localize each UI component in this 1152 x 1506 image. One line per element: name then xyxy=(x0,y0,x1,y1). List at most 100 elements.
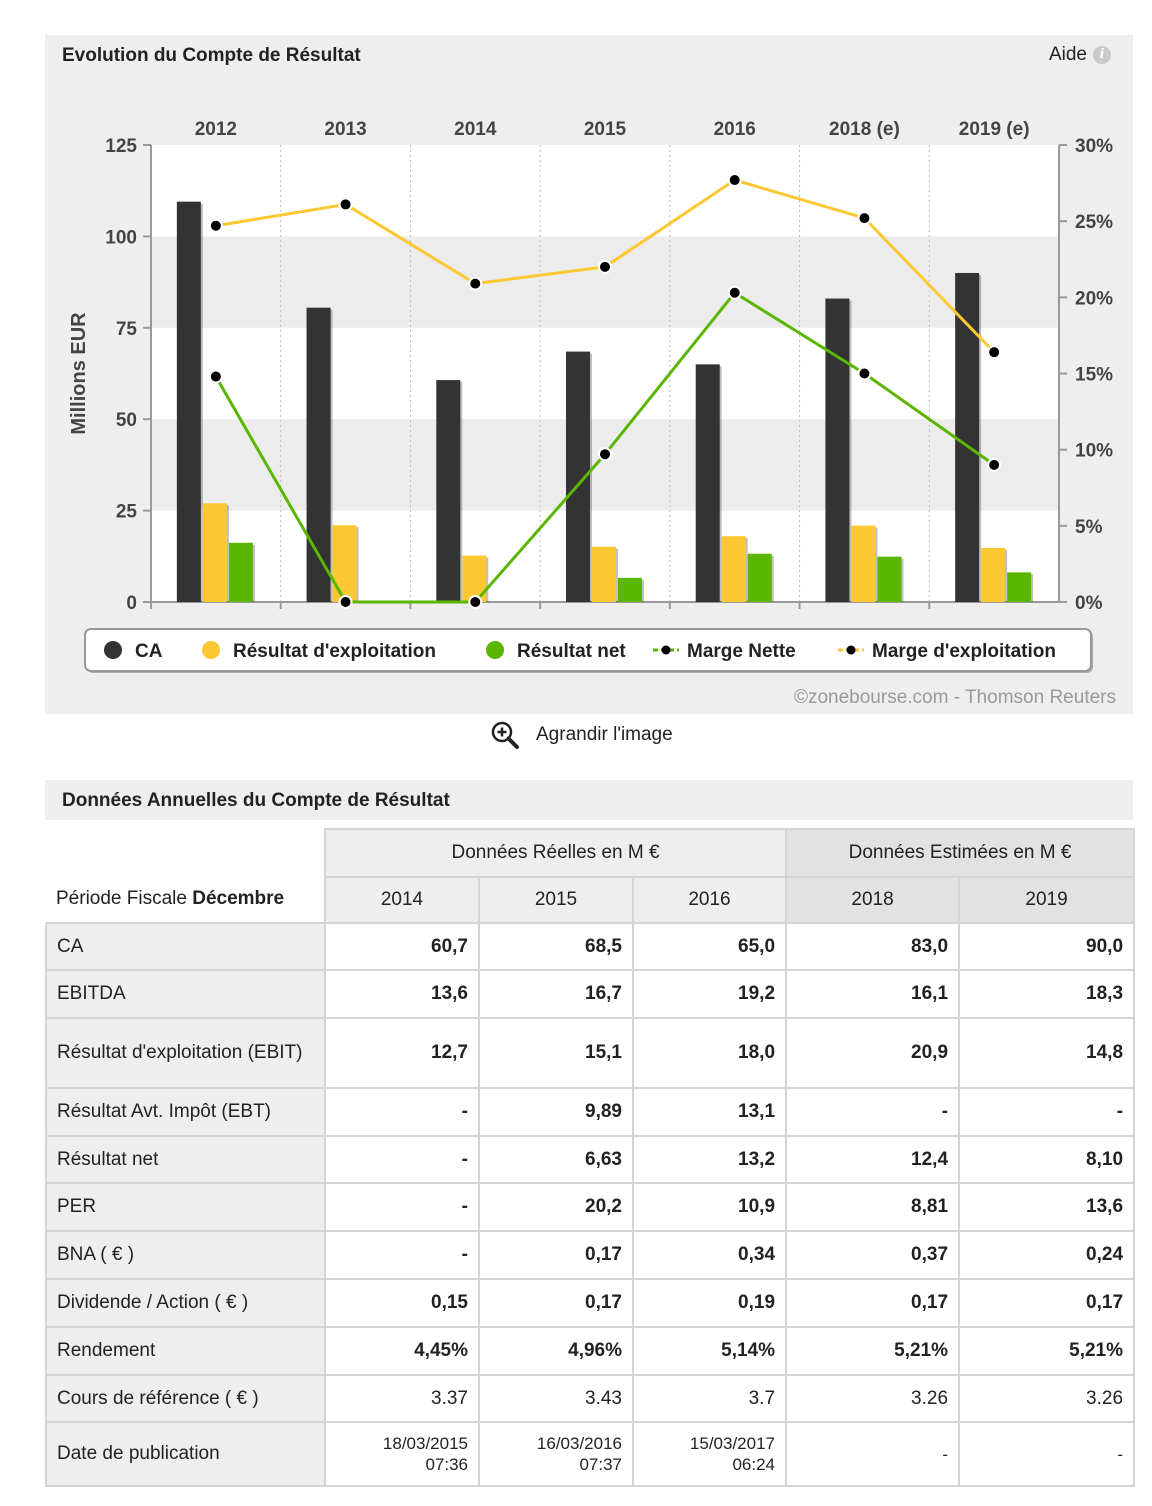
x-tick-label: 2013 xyxy=(324,119,366,140)
publication-date: 15/03/2017 xyxy=(689,1434,776,1453)
publication-date: 18/03/2015 xyxy=(382,1434,468,1453)
grid-band xyxy=(151,419,1059,511)
table-cell: - xyxy=(324,1135,480,1184)
table-cell: 6,63 xyxy=(478,1135,634,1184)
period-prefix: Période Fiscale xyxy=(56,888,187,909)
table-row: Résultat net -6,63 13,2 12,4 8,10 xyxy=(45,1135,1136,1184)
y2-tick-label: 15% xyxy=(1075,365,1113,386)
bar xyxy=(228,542,253,602)
legend-marker xyxy=(661,645,671,655)
bar xyxy=(332,525,357,602)
table-cell: 5,14% xyxy=(631,1326,788,1376)
table-cell: 13,6 xyxy=(958,1182,1136,1232)
table-title: Données Annuelles du Compte de Résultat xyxy=(62,790,450,811)
table-cell: 0,34 xyxy=(631,1230,788,1280)
table-cell: 9,89 xyxy=(478,1087,634,1137)
line-point xyxy=(727,173,742,188)
table-cell: 3.37 xyxy=(324,1374,480,1423)
x-tick-label: 2018 (e) xyxy=(829,119,900,140)
year-header: 2014 xyxy=(324,876,480,924)
table-cell: - xyxy=(785,1087,961,1137)
table-cell: 3.7 xyxy=(631,1374,788,1423)
line-point xyxy=(987,345,1002,360)
y-tick-label: 0 xyxy=(126,593,137,614)
table-panel-header: Données Annuelles du Compte de Résultat xyxy=(45,780,1133,820)
line-point xyxy=(208,369,223,384)
line-point xyxy=(857,211,872,226)
bar xyxy=(695,364,720,602)
table-row: EBITDA 13,6 16,7 19,2 16,1 18,3 xyxy=(45,969,1136,1019)
table-cell: 19,2 xyxy=(631,969,788,1019)
enlarge-image-link[interactable]: Agrandir l'image xyxy=(490,720,673,750)
bar xyxy=(436,380,461,602)
legend-box xyxy=(84,628,1092,672)
table-cell: 60,7 xyxy=(324,922,480,971)
table-row: Date de publication 18/03/2015 07:36 16/03/… xyxy=(45,1421,1136,1487)
table-cell: 12,4 xyxy=(785,1135,961,1184)
table-row: Dividende / Action ( € ) 0,15 0,17 0,19 0,17… xyxy=(45,1278,1136,1328)
bar xyxy=(1007,572,1032,602)
publication-time: 07:36 xyxy=(425,1455,468,1474)
bar xyxy=(981,547,1006,602)
table-cell: 16,1 xyxy=(785,969,961,1019)
publication-date-cell: 15/03/2017 06:24 xyxy=(631,1421,788,1487)
table-cell: 4,96% xyxy=(478,1326,634,1376)
table-cell: 0,24 xyxy=(958,1230,1136,1280)
line-point xyxy=(338,595,353,609)
table-row: BNA ( € ) -0,17 0,34 0,37 0,24 xyxy=(45,1230,1136,1280)
publication-date: - xyxy=(1117,1444,1124,1464)
row-label: BNA ( € ) xyxy=(45,1230,326,1280)
table-cell: 5,21% xyxy=(958,1326,1136,1376)
line-point xyxy=(338,197,353,212)
year-header: 2015 xyxy=(478,876,634,924)
table-cell: 0,17 xyxy=(478,1278,634,1328)
y-tick-label: 75 xyxy=(116,319,138,340)
table-cell: 0,37 xyxy=(785,1230,961,1280)
group-estimated-header: Données Estimées en M € xyxy=(785,828,1136,878)
period-header: Période Fiscale Décembre xyxy=(46,829,326,924)
help-link[interactable]: Aide i xyxy=(1049,44,1111,66)
table-cell: 68,5 xyxy=(478,922,634,971)
publication-date-cell: - xyxy=(958,1421,1136,1487)
row-label: EBITDA xyxy=(45,969,326,1019)
table-cell: - xyxy=(324,1182,480,1232)
legend-marker xyxy=(846,645,856,655)
y2-tick-label: 0% xyxy=(1075,593,1103,614)
table-cell: - xyxy=(324,1230,480,1280)
publication-date: 16/03/2016 xyxy=(536,1434,622,1453)
table-cell: - xyxy=(958,1087,1136,1137)
row-label: Résultat d'exploitation (EBIT) xyxy=(45,1017,326,1089)
x-tick-label: 2015 xyxy=(584,119,627,140)
zoom-in-icon xyxy=(491,721,519,749)
table-cell: 13,1 xyxy=(631,1087,788,1137)
legend-label: Résultat net xyxy=(517,641,626,662)
table-cell: 15,1 xyxy=(478,1017,634,1089)
table-row: Résultat d'exploitation (EBIT) 12,7 15,1 18… xyxy=(45,1017,1136,1089)
y2-tick-label: 10% xyxy=(1075,441,1113,462)
info-icon[interactable]: i xyxy=(1093,46,1111,64)
table-cell: 14,8 xyxy=(958,1017,1136,1089)
table-row: Rendement 4,45% 4,96% 5,14% 5,21% 5,21% xyxy=(45,1326,1136,1376)
y2-tick-label: 20% xyxy=(1075,288,1113,309)
year-header: 2016 xyxy=(631,876,788,924)
bar xyxy=(877,556,902,602)
row-label: Résultat net xyxy=(45,1135,326,1184)
x-tick-label: 2019 (e) xyxy=(959,119,1030,140)
x-tick-label: 2014 xyxy=(454,119,497,140)
help-label: Aide xyxy=(1048,44,1087,65)
row-label: Dividende / Action ( € ) xyxy=(45,1278,326,1328)
line-point xyxy=(468,595,483,609)
bar xyxy=(618,577,642,602)
table-cell: 3.26 xyxy=(958,1374,1136,1423)
line-point xyxy=(598,447,612,462)
legend-marker xyxy=(104,641,122,659)
row-label: Rendement xyxy=(45,1326,326,1376)
table-cell: 5,21% xyxy=(785,1326,961,1376)
y-tick-label: 100 xyxy=(105,227,137,248)
row-label: Résultat Avt. Impôt (EBT) xyxy=(45,1087,326,1137)
table-cell: 83,0 xyxy=(785,922,961,971)
table-cell: 13,6 xyxy=(324,969,480,1019)
publication-date-cell: 16/03/2016 07:37 xyxy=(478,1421,634,1487)
table-cell: 12,7 xyxy=(324,1017,480,1089)
financial-table: Période Fiscale Décembre Données Réelles… xyxy=(45,828,1136,1487)
